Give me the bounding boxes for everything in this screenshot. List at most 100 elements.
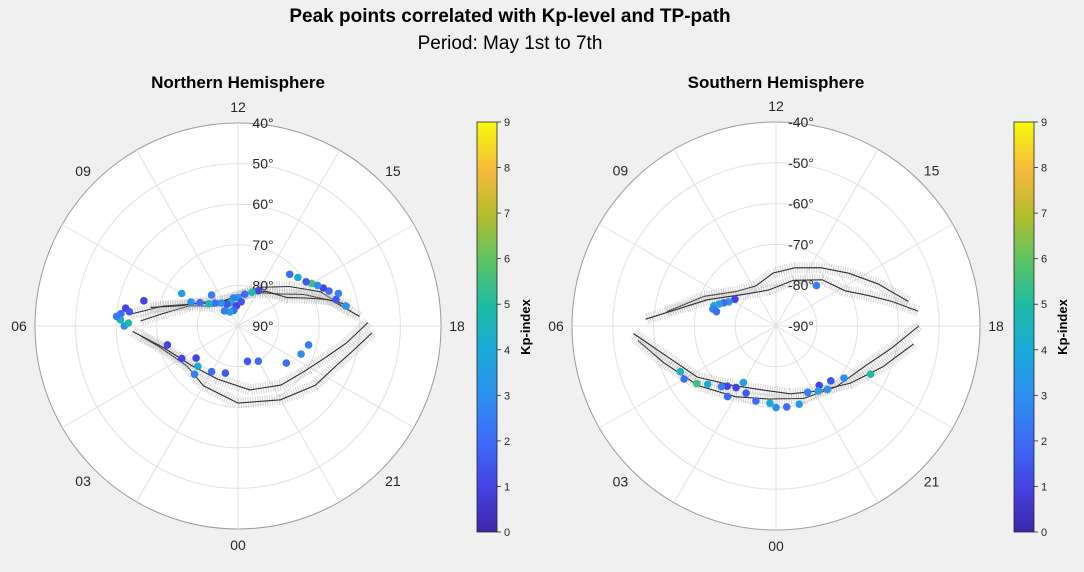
peak-point: [241, 290, 249, 299]
colorbar-tick: 6: [504, 254, 510, 266]
peak-point: [304, 341, 313, 349]
peak-point: [823, 385, 832, 394]
northern-latitude-labels: 40° 50° 60° 70° 80° 90°: [252, 115, 273, 334]
mlt-spoke: [237, 224, 415, 327]
lat-label: -40°: [788, 114, 814, 130]
mlt-label-18: 18: [988, 318, 1004, 334]
colorbar-gradient: [1013, 121, 1035, 533]
colorbar-tick: 6: [1041, 254, 1047, 266]
tp-path: [140, 332, 373, 404]
colorbar-tick: 1: [504, 481, 510, 493]
lat-label: 60°: [252, 196, 273, 212]
figure-title: Peak points correlated with Kp-level and…: [289, 6, 731, 27]
southern-colorbar: 0 1 2 3 4 5 6 7 8 9 Kp-index: [1013, 117, 1070, 539]
peak-point: [187, 298, 195, 306]
southern-tp-paths: [630, 262, 923, 405]
lat-label: -50°: [788, 155, 814, 171]
peak-point: [248, 288, 256, 297]
peak-point: [302, 278, 310, 286]
mlt-spoke: [673, 149, 777, 327]
mlt-label-12: 12: [230, 99, 246, 115]
peak-point: [680, 375, 688, 383]
peak-point: [782, 403, 791, 411]
colorbar-tick: 4: [504, 345, 510, 357]
peak-point: [752, 397, 760, 405]
colorbar-label: Kp-index: [1055, 298, 1070, 354]
mlt-label-09: 09: [75, 163, 91, 179]
lat-label: -70°: [788, 236, 814, 252]
mlt-spoke: [599, 223, 777, 327]
mlt-label-18: 18: [449, 318, 465, 334]
peak-point: [285, 270, 294, 279]
lat-label: -90°: [788, 318, 814, 334]
peak-point: [254, 287, 263, 295]
southern-peak-points: [676, 281, 875, 412]
colorbar-tick: 8: [504, 163, 510, 175]
peak-point: [254, 357, 263, 366]
peak-point: [693, 379, 701, 388]
northern-mlt-labels: 12 09 06 03 00 21 18 15: [11, 99, 465, 553]
colorbar-tick: 2: [1041, 436, 1047, 448]
tp-path: [132, 322, 369, 391]
peak-point: [866, 370, 875, 379]
peak-point: [207, 367, 216, 376]
mlt-label-00: 00: [230, 537, 246, 553]
mlt-spoke: [673, 325, 777, 503]
northern-peak-points: [112, 270, 350, 379]
colorbar-tick: 8: [1041, 163, 1047, 175]
peak-point: [220, 307, 229, 315]
mlt-label-21: 21: [385, 473, 401, 489]
colorbar-tick: 9: [504, 117, 510, 129]
mlt-spoke: [775, 325, 953, 429]
peak-point: [795, 400, 803, 409]
colorbar-tick: 5: [504, 299, 510, 311]
southern-mlt-labels: 12 09 06 03 00 21 18 15: [548, 98, 1004, 554]
peak-point: [313, 281, 322, 290]
southern-hemisphere-panel: Southern Hemisphere -40° -50° -60° -70° …: [548, 73, 1070, 554]
lat-label: 40°: [252, 115, 273, 131]
colorbar-tick: 2: [504, 436, 510, 448]
peak-point: [342, 302, 350, 310]
southern-hemisphere-title: Southern Hemisphere: [688, 73, 865, 92]
peak-point: [840, 374, 848, 383]
mlt-label-12: 12: [768, 98, 784, 114]
colorbar-tick: 9: [1041, 117, 1047, 129]
southern-latitude-labels: -40° -50° -60° -70° -80° -90°: [788, 114, 814, 334]
tp-path: [645, 279, 919, 320]
peak-point: [676, 367, 685, 376]
peak-point: [140, 297, 148, 305]
peak-point: [237, 298, 245, 306]
peak-point: [221, 369, 230, 377]
peak-point: [177, 354, 186, 363]
peak-point: [732, 383, 740, 392]
peak-point: [723, 392, 732, 401]
peak-point: [319, 284, 328, 292]
northern-polar-grid: [34, 122, 442, 530]
colorbar-tick: 3: [1041, 390, 1047, 402]
mlt-spoke: [237, 149, 340, 327]
tp-path: [666, 267, 909, 313]
peak-point: [294, 273, 302, 282]
mlt-spoke: [61, 325, 239, 428]
lat-label: 50°: [252, 156, 273, 172]
peak-point: [243, 357, 252, 366]
peak-point: [297, 350, 305, 358]
peak-point: [723, 382, 731, 391]
mlt-label-03: 03: [75, 473, 91, 489]
peak-point: [194, 362, 202, 371]
mlt-spoke: [136, 325, 239, 503]
colorbar-tick: 3: [504, 390, 510, 402]
peak-point: [217, 299, 226, 307]
lat-label: -60°: [788, 196, 814, 212]
lat-label: 70°: [252, 237, 273, 253]
colorbar-tick: 7: [1041, 208, 1047, 220]
peak-point: [205, 300, 213, 308]
peak-point: [124, 319, 133, 327]
mlt-spoke: [237, 325, 340, 503]
colorbar-tick: 7: [504, 208, 510, 220]
peak-point: [125, 307, 134, 316]
mlt-spoke: [61, 224, 239, 327]
mlt-label-21: 21: [924, 474, 940, 490]
peak-point: [177, 289, 186, 298]
